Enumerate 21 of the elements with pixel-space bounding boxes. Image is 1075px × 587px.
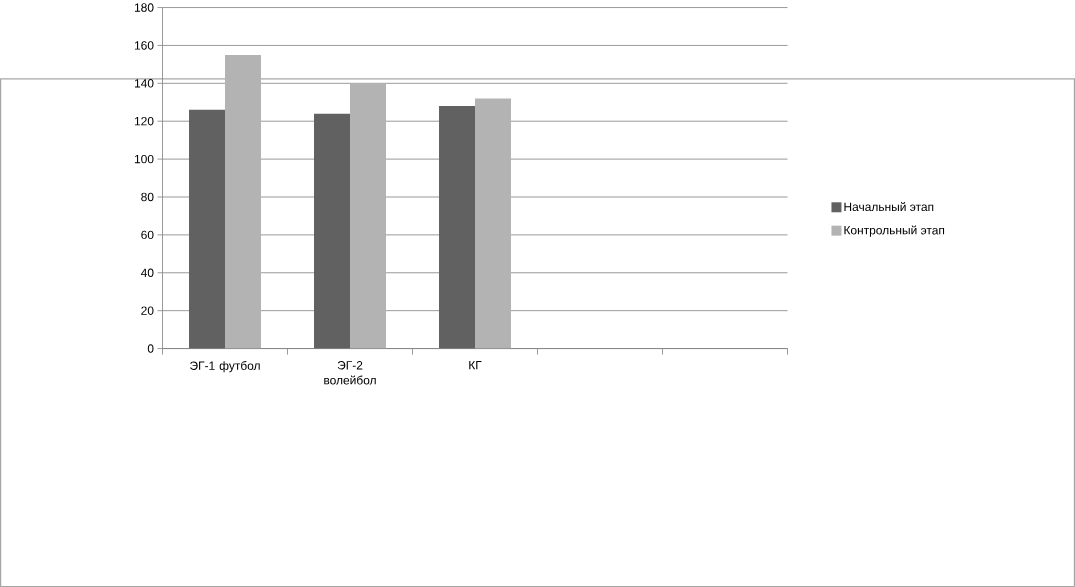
y-tick-label: 20 (141, 306, 154, 315)
bar (475, 98, 512, 349)
y-tick-label: 0 (147, 344, 154, 353)
y-tick-label: 180 (134, 3, 154, 12)
y-tick-label: 160 (134, 41, 154, 50)
y-tick-label: 80 (141, 192, 154, 202)
y-tick-label: 120 (134, 116, 154, 126)
y-tick-label: 140 (134, 78, 154, 88)
bar (225, 54, 262, 349)
bar (350, 83, 387, 349)
bar (189, 109, 226, 349)
x-tick-label: ЭГ-2 волейбол (324, 360, 376, 385)
x-tick-label: ЭГ-1 футбол (190, 360, 260, 373)
y-tick-label: 100 (134, 154, 154, 164)
y-tick-label: 60 (141, 230, 154, 239)
y-tick-label: 40 (140, 268, 154, 277)
bar (314, 113, 351, 349)
legend-label: Контрольный этап (844, 225, 945, 237)
x-tick-label: КГ (469, 360, 482, 370)
bar (439, 105, 476, 349)
legend-label: Начальный этап (844, 201, 934, 211)
